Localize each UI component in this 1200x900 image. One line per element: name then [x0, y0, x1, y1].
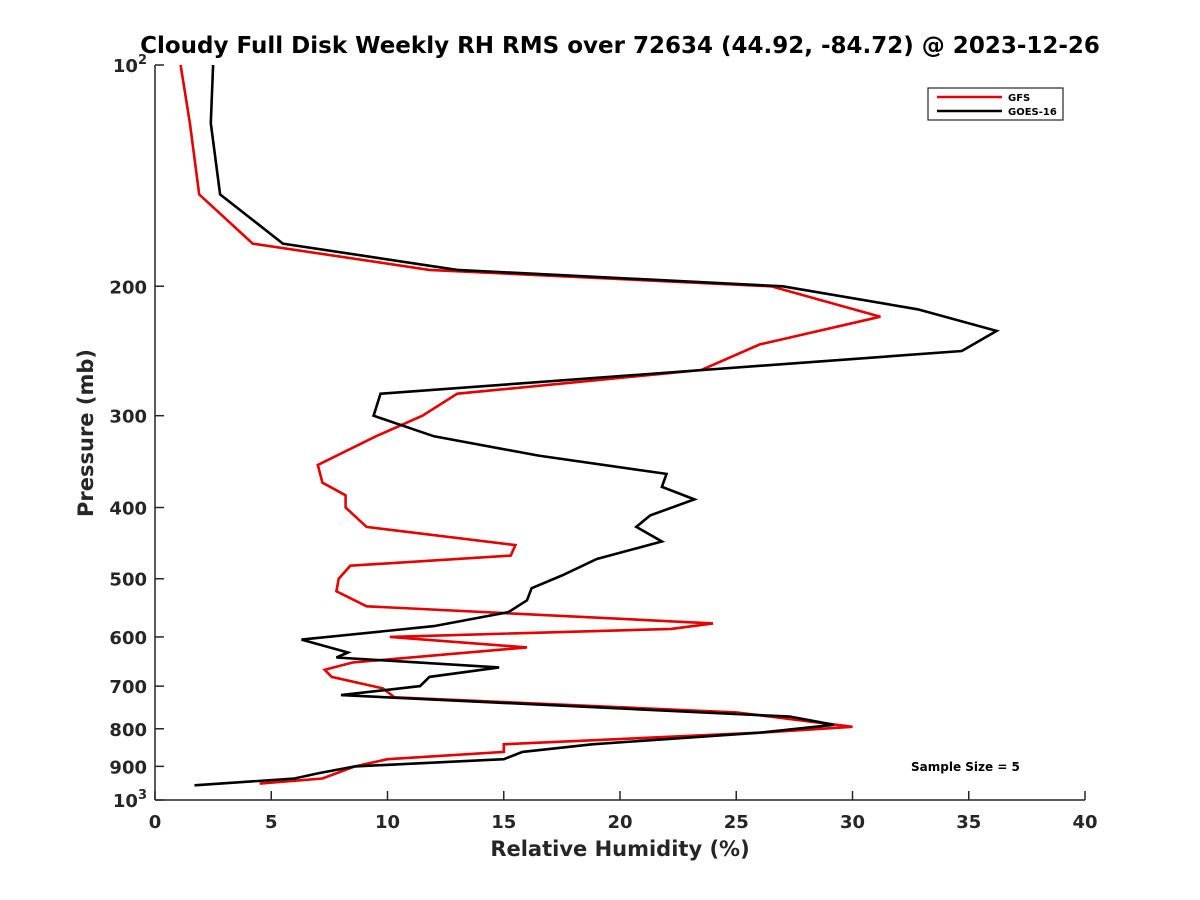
series-line-goes-16 [194, 64, 1000, 787]
x-tick-label: 25 [724, 812, 749, 833]
y-tick-base: 800 [109, 720, 147, 741]
y-tick-label: 200 [109, 277, 147, 298]
x-tick-label: 30 [840, 812, 865, 833]
y-tick-label: 300 [109, 407, 147, 428]
y-tick-base: 900 [109, 757, 147, 778]
x-tick-label: 5 [265, 812, 278, 833]
y-tick-label: 800 [109, 720, 147, 741]
legend-label: GFS [1008, 93, 1030, 104]
y-tick-exponent: 2 [138, 53, 147, 68]
y-tick-label: 500 [109, 570, 147, 591]
y-tick-exponent: 3 [138, 788, 147, 803]
y-tick-base: 500 [109, 570, 147, 591]
legend: GFS GOES-16 [927, 87, 1064, 121]
y-tick-label: 103 [113, 788, 147, 812]
y-tick-base: 200 [109, 277, 147, 298]
x-tick-label: 10 [375, 812, 400, 833]
y-tick-label: 400 [109, 499, 147, 520]
y-tick-base: 600 [109, 628, 147, 649]
legend-box [927, 87, 1064, 121]
y-tick-base: 300 [109, 407, 147, 428]
series-line-gfs [179, 64, 881, 785]
y-tick-base: 10 [113, 56, 138, 77]
x-tick-label: 35 [956, 812, 981, 833]
y-tick-base: 400 [109, 499, 147, 520]
x-tick-label: 20 [607, 812, 632, 833]
x-tick-label: 0 [149, 812, 162, 833]
y-axis-label: Pressure (mb) [74, 349, 98, 517]
chart-title: Cloudy Full Disk Weekly RH RMS over 7263… [140, 33, 1100, 59]
x-tick-label: 15 [491, 812, 516, 833]
y-tick-label: 900 [109, 757, 147, 778]
x-tick-label: 40 [1072, 812, 1097, 833]
x-axis-label: Relative Humidity (%) [490, 837, 749, 861]
sample-size-annotation: Sample Size = 5 [911, 760, 1020, 774]
y-tick-label: 600 [109, 628, 147, 649]
legend-items: GFS GOES-16 [937, 93, 1057, 118]
y-tick-label: 700 [109, 677, 147, 698]
legend-label: GOES-16 [1008, 107, 1057, 118]
y-tick-base: 700 [109, 677, 147, 698]
plot-area [154, 65, 1085, 801]
series-lines [179, 64, 1000, 787]
y-tick-label: 102 [113, 53, 147, 77]
y-tick-base: 10 [113, 791, 138, 812]
x-ticks: 0 5 10 15 20 25 30 35 40 [149, 791, 1098, 833]
